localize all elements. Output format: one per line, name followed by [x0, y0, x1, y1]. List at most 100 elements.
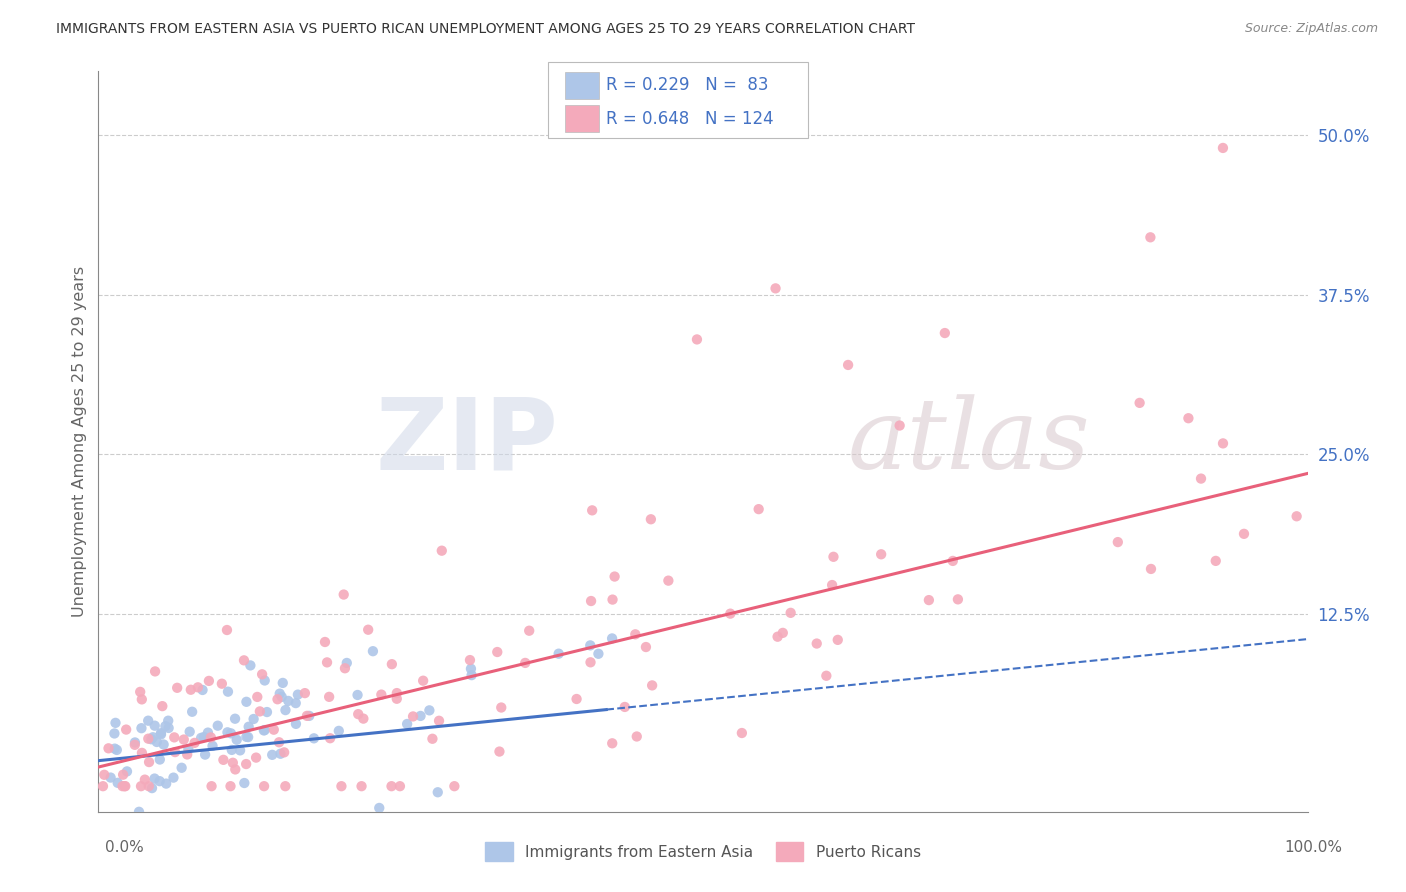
Point: [150, 699, 173, 714]
Point: [946, 592, 969, 607]
Point: [361, 644, 384, 658]
Point: [370, 688, 392, 702]
Point: [149, 774, 172, 789]
Point: [97, 741, 120, 756]
Point: [198, 673, 221, 688]
Point: [136, 714, 159, 728]
Point: [217, 684, 239, 698]
Point: [215, 623, 238, 637]
Point: [253, 723, 276, 738]
Point: [93, 768, 115, 782]
Point: [253, 779, 276, 793]
Point: [815, 669, 838, 683]
Point: [766, 630, 789, 644]
Point: [166, 681, 188, 695]
Point: [460, 668, 482, 682]
Point: [194, 747, 217, 762]
Point: [191, 683, 214, 698]
Point: [235, 695, 257, 709]
Point: [458, 653, 481, 667]
Point: [748, 502, 770, 516]
Point: [233, 653, 256, 667]
Point: [686, 333, 709, 347]
Point: [157, 721, 180, 735]
Point: [821, 578, 844, 592]
Point: [129, 779, 152, 793]
Point: [141, 732, 163, 747]
Point: [388, 779, 411, 793]
Point: [124, 735, 146, 749]
Point: [128, 805, 150, 819]
Y-axis label: Unemployment Among Ages 25 to 29 years: Unemployment Among Ages 25 to 29 years: [72, 266, 87, 617]
Point: [111, 779, 134, 793]
Point: [183, 736, 205, 750]
Point: [271, 676, 294, 690]
Point: [246, 690, 269, 704]
Point: [180, 682, 202, 697]
Point: [837, 358, 859, 372]
Point: [314, 635, 336, 649]
Point: [233, 776, 256, 790]
Point: [579, 656, 602, 670]
Point: [266, 692, 288, 706]
Point: [772, 626, 794, 640]
Point: [1189, 472, 1212, 486]
Point: [197, 725, 219, 739]
Point: [222, 756, 245, 770]
Point: [579, 639, 602, 653]
Point: [779, 606, 801, 620]
Point: [385, 686, 408, 700]
Point: [418, 703, 440, 717]
Text: atlas: atlas: [848, 394, 1091, 489]
Point: [765, 281, 787, 295]
Point: [150, 727, 173, 741]
Point: [155, 776, 177, 790]
Point: [443, 779, 465, 793]
Point: [267, 735, 290, 749]
Point: [149, 752, 172, 766]
Point: [333, 661, 356, 675]
Point: [488, 745, 510, 759]
Point: [176, 747, 198, 762]
Point: [187, 681, 209, 695]
Point: [157, 714, 180, 728]
Point: [170, 761, 193, 775]
Point: [422, 731, 444, 746]
Point: [235, 757, 257, 772]
Point: [870, 547, 893, 561]
Point: [316, 656, 339, 670]
Text: 0.0%: 0.0%: [105, 840, 145, 855]
Point: [626, 730, 648, 744]
Point: [1212, 141, 1234, 155]
Point: [162, 771, 184, 785]
Point: [603, 569, 626, 583]
Point: [600, 632, 623, 646]
Point: [332, 588, 354, 602]
Point: [1129, 396, 1152, 410]
Point: [146, 735, 169, 749]
Point: [149, 726, 172, 740]
Point: [273, 745, 295, 759]
Point: [287, 688, 309, 702]
Point: [249, 705, 271, 719]
Point: [274, 779, 297, 793]
Point: [217, 725, 239, 739]
Point: [104, 741, 127, 756]
Point: [173, 732, 195, 747]
Point: [430, 543, 453, 558]
Point: [1140, 562, 1163, 576]
Point: [284, 696, 307, 710]
Text: IMMIGRANTS FROM EASTERN ASIA VS PUERTO RICAN UNEMPLOYMENT AMONG AGES 25 TO 29 YE: IMMIGRANTS FROM EASTERN ASIA VS PUERTO R…: [56, 22, 915, 37]
Point: [600, 736, 623, 750]
Text: Source: ZipAtlas.com: Source: ZipAtlas.com: [1244, 22, 1378, 36]
Point: [269, 687, 291, 701]
Point: [517, 624, 540, 638]
Point: [104, 715, 127, 730]
Point: [274, 703, 297, 717]
Point: [143, 719, 166, 733]
Point: [131, 692, 153, 706]
Point: [107, 776, 129, 790]
Point: [657, 574, 679, 588]
Point: [284, 717, 307, 731]
Text: R = 0.229   N =  83: R = 0.229 N = 83: [606, 76, 769, 95]
